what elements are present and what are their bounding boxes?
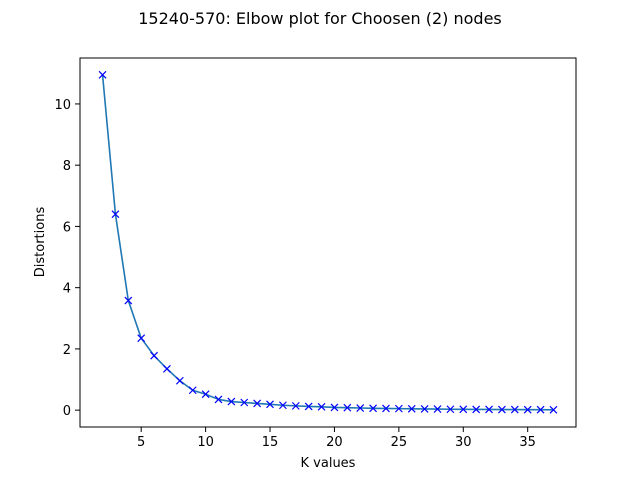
marker-stroke [394, 404, 403, 413]
data-point [266, 400, 274, 409]
marker-stroke [253, 399, 262, 408]
chart-title: 15240-570: Elbow plot for Choosen (2) no… [138, 9, 502, 28]
data-point [278, 401, 287, 410]
data-point [536, 405, 545, 414]
marker-stroke [175, 376, 184, 385]
data-point [214, 395, 223, 404]
marker-stroke [291, 401, 300, 410]
marker-stroke [369, 404, 378, 413]
data-point [188, 386, 197, 395]
marker-stroke [510, 405, 519, 414]
x-axis: 5 10 15 20 25 30 35 [137, 427, 536, 450]
marker-stroke [124, 296, 133, 305]
x-tick-label: 10 [197, 435, 214, 450]
data-point [111, 210, 120, 219]
data-point [240, 398, 249, 407]
y-tick-label: 2 [63, 343, 71, 358]
data-point [201, 390, 210, 399]
data-point [253, 399, 262, 408]
marker-stroke [150, 351, 159, 360]
data-point [291, 401, 300, 410]
data-point [382, 404, 390, 413]
marker-stroke [356, 404, 365, 412]
marker-stroke [343, 403, 352, 412]
marker-stroke [459, 405, 468, 414]
x-tick-label: 15 [262, 435, 279, 450]
marker-stroke [497, 405, 506, 414]
marker-stroke [214, 395, 223, 404]
data-point [137, 334, 146, 343]
data-point [420, 405, 429, 413]
data-point [394, 404, 403, 413]
y-tick-label: 8 [63, 159, 71, 174]
marker-stroke [278, 401, 287, 410]
data-point [407, 404, 416, 413]
marker-stroke [485, 405, 493, 414]
data-point [227, 397, 236, 406]
data-point [330, 403, 339, 412]
marker-stroke [137, 334, 146, 343]
marker-stroke [227, 397, 236, 406]
data-point [369, 404, 378, 413]
y-tick-label: 4 [63, 282, 71, 297]
marker-stroke [446, 405, 455, 414]
data-point [459, 405, 468, 414]
data-point [304, 402, 313, 411]
x-tick-label: 25 [391, 435, 408, 450]
x-tick-label: 35 [519, 435, 536, 450]
marker-stroke [98, 70, 107, 79]
marker-stroke [188, 386, 197, 395]
y-axis: 0 2 4 6 8 10 [54, 98, 80, 419]
data-point [356, 404, 365, 412]
y-tick-label: 6 [63, 220, 71, 235]
data-point [163, 364, 171, 373]
marker-stroke [433, 405, 442, 414]
data-point [124, 296, 133, 305]
marker-stroke [330, 403, 339, 412]
data-point [510, 405, 519, 414]
marker-stroke [549, 405, 558, 414]
data-point [175, 376, 184, 385]
x-tick-label: 30 [455, 435, 472, 450]
data-point [446, 405, 455, 414]
data-point [497, 405, 506, 414]
marker-stroke [523, 405, 532, 414]
y-tick-label: 0 [63, 404, 71, 419]
axes-frame [79, 57, 577, 428]
x-axis-label: K values [301, 456, 356, 471]
marker-stroke [266, 400, 274, 409]
plot-area [98, 70, 558, 414]
data-point [150, 351, 159, 360]
marker-stroke [163, 364, 171, 373]
x-tick-label: 20 [326, 435, 343, 450]
marker-stroke [304, 402, 313, 411]
data-point [549, 405, 558, 414]
y-tick-label: 10 [54, 98, 71, 113]
marker-stroke [536, 405, 545, 414]
marker-stroke [420, 405, 429, 413]
marker-stroke [382, 404, 390, 413]
marker-stroke [240, 398, 249, 407]
data-point [98, 70, 107, 79]
data-point [485, 405, 493, 414]
data-point [433, 405, 442, 414]
data-point [317, 402, 326, 411]
marker-stroke [317, 402, 326, 411]
data-point [472, 405, 481, 414]
marker-stroke [472, 405, 481, 414]
y-axis-label: Distortions [33, 207, 48, 278]
data-point [343, 403, 352, 412]
marker-stroke [201, 390, 210, 399]
marker-stroke [407, 404, 416, 413]
marker-stroke [111, 210, 120, 219]
data-point [523, 405, 532, 414]
x-tick-label: 5 [137, 435, 145, 450]
